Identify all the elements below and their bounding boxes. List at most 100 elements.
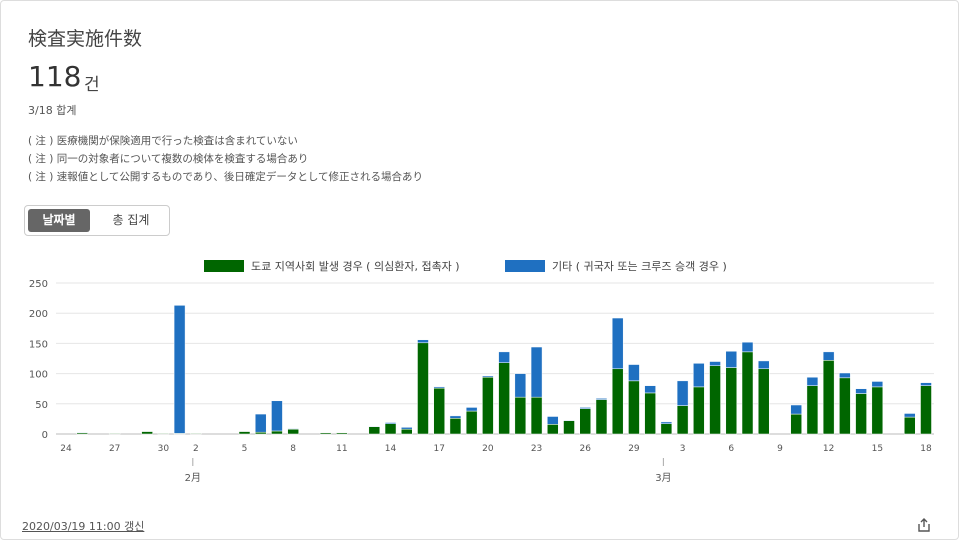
bar-segment xyxy=(628,364,640,382)
bar-segment xyxy=(595,398,608,400)
bar-segment xyxy=(871,381,884,388)
bar-segment xyxy=(709,365,721,435)
tab[interactable]: 총 집계 xyxy=(112,213,150,227)
note: ( 注 ) 速報値として公開するものであり、後日確定データとして修正される場合あ… xyxy=(28,171,424,183)
bar-segment xyxy=(238,431,251,435)
x-tick-label: 9 xyxy=(777,444,783,454)
share-icon[interactable] xyxy=(916,517,932,533)
legend-label: 도쿄 지역사회 발생 경우 ( 의심환자, 접촉자 ) xyxy=(251,260,460,273)
bar-segment xyxy=(725,367,738,435)
bar-segment xyxy=(676,405,689,435)
tab-group: 날짜별 총 집계 xyxy=(24,205,170,236)
bar-segment xyxy=(498,362,510,435)
x-tick-label: 27 xyxy=(109,444,120,454)
bar-segment xyxy=(465,410,478,435)
bar-segment xyxy=(401,428,413,435)
x-tick-label: 2 xyxy=(193,444,199,454)
bar-segment xyxy=(855,388,867,394)
month-label: 2月 xyxy=(185,472,201,484)
title: 検査実施件数 xyxy=(28,28,143,50)
x-tick-label: 11 xyxy=(336,444,347,454)
bar-segment xyxy=(904,413,916,418)
bar-segment xyxy=(563,419,575,421)
y-tick-label: 0 xyxy=(42,430,48,441)
note: ( 注 ) 同一の対象者について複数の検体を検査する場合あり xyxy=(28,153,309,165)
bar-segment xyxy=(271,400,283,432)
legend-swatch xyxy=(505,260,545,272)
bar-segment xyxy=(157,433,170,435)
bar-segment xyxy=(611,368,624,435)
bar-segment xyxy=(401,427,413,430)
bar-segment xyxy=(482,376,494,435)
bar-segment xyxy=(336,432,348,435)
bar-segment xyxy=(644,385,656,394)
bar-segment xyxy=(287,428,299,435)
bar-segment xyxy=(141,431,153,435)
bar-segment xyxy=(108,433,121,435)
bar-segment xyxy=(693,363,705,388)
bar-segment xyxy=(271,430,283,435)
x-tick-label: 20 xyxy=(482,444,494,454)
bar-segment xyxy=(465,407,478,412)
bar-segment xyxy=(417,342,429,435)
bar-segment xyxy=(287,428,299,430)
bar-segment xyxy=(433,387,445,435)
bar-segment xyxy=(417,339,429,344)
bar-segment xyxy=(693,386,705,435)
bar-segment xyxy=(579,408,591,435)
bar-segment xyxy=(855,393,867,435)
x-tick-label: 3 xyxy=(680,444,686,454)
bar-segment xyxy=(514,396,527,435)
bar-segment xyxy=(725,351,738,368)
bar-segment xyxy=(190,433,202,435)
bar-segment xyxy=(839,377,851,435)
bar-segment xyxy=(449,415,462,419)
bar-segment xyxy=(676,380,689,406)
x-tick-label: 14 xyxy=(385,444,397,454)
x-tick-label: 17 xyxy=(433,444,444,454)
bar-segment xyxy=(563,420,575,435)
bar-segment xyxy=(368,425,381,428)
bar-segment xyxy=(384,423,397,435)
bar-segment xyxy=(839,372,851,379)
tab[interactable]: 날짜별 xyxy=(28,209,90,232)
bar-segment xyxy=(757,368,770,435)
x-tick-label: 24 xyxy=(60,444,72,454)
bar-segment xyxy=(482,375,494,378)
x-tick-label: 12 xyxy=(823,444,834,454)
bar-segment xyxy=(254,431,267,435)
bar-segment xyxy=(904,416,916,435)
bar-segment xyxy=(628,380,640,435)
x-tick-label: 8 xyxy=(290,444,296,454)
total-value: 118 xyxy=(28,60,82,93)
x-tick-label: 26 xyxy=(580,444,592,454)
bar-segment xyxy=(384,422,397,424)
chart: 도쿄 지역사회 발생 경우 ( 의심환자, 접촉자 ) 기타 ( 귀국자 또는 크… xyxy=(29,260,934,484)
date-label: 3/18 합계 xyxy=(28,104,77,117)
bar-segment xyxy=(579,407,591,409)
bar-segment xyxy=(498,351,510,363)
x-tick-label: 5 xyxy=(242,444,248,454)
legend-label: 기타 ( 귀국자 또는 크루즈 승객 경우 ) xyxy=(552,260,727,273)
note: ( 注 ) 医療機関が保険適用で行った検査は含まれていない xyxy=(28,135,298,147)
y-tick-label: 50 xyxy=(35,400,48,411)
bar-segment xyxy=(709,361,721,366)
bar-segment xyxy=(790,404,802,415)
bar-segment xyxy=(920,382,932,386)
bar-segment xyxy=(173,305,186,434)
y-tick-label: 100 xyxy=(29,370,48,381)
x-tick-label: 15 xyxy=(872,444,883,454)
bar-segment xyxy=(806,376,819,386)
y-tick-label: 250 xyxy=(29,279,48,290)
x-tick-label: 6 xyxy=(728,444,734,454)
bar-segment xyxy=(449,418,462,435)
bar-segment xyxy=(368,426,381,435)
bar-segment xyxy=(433,386,445,389)
bar-segment xyxy=(790,413,802,435)
updated-link[interactable]: 2020/03/19 11:00 갱신 xyxy=(22,520,145,533)
bar-segment xyxy=(254,413,267,433)
bar-segment xyxy=(547,424,559,435)
bar-segment xyxy=(514,373,527,398)
bar-segment xyxy=(822,360,835,435)
